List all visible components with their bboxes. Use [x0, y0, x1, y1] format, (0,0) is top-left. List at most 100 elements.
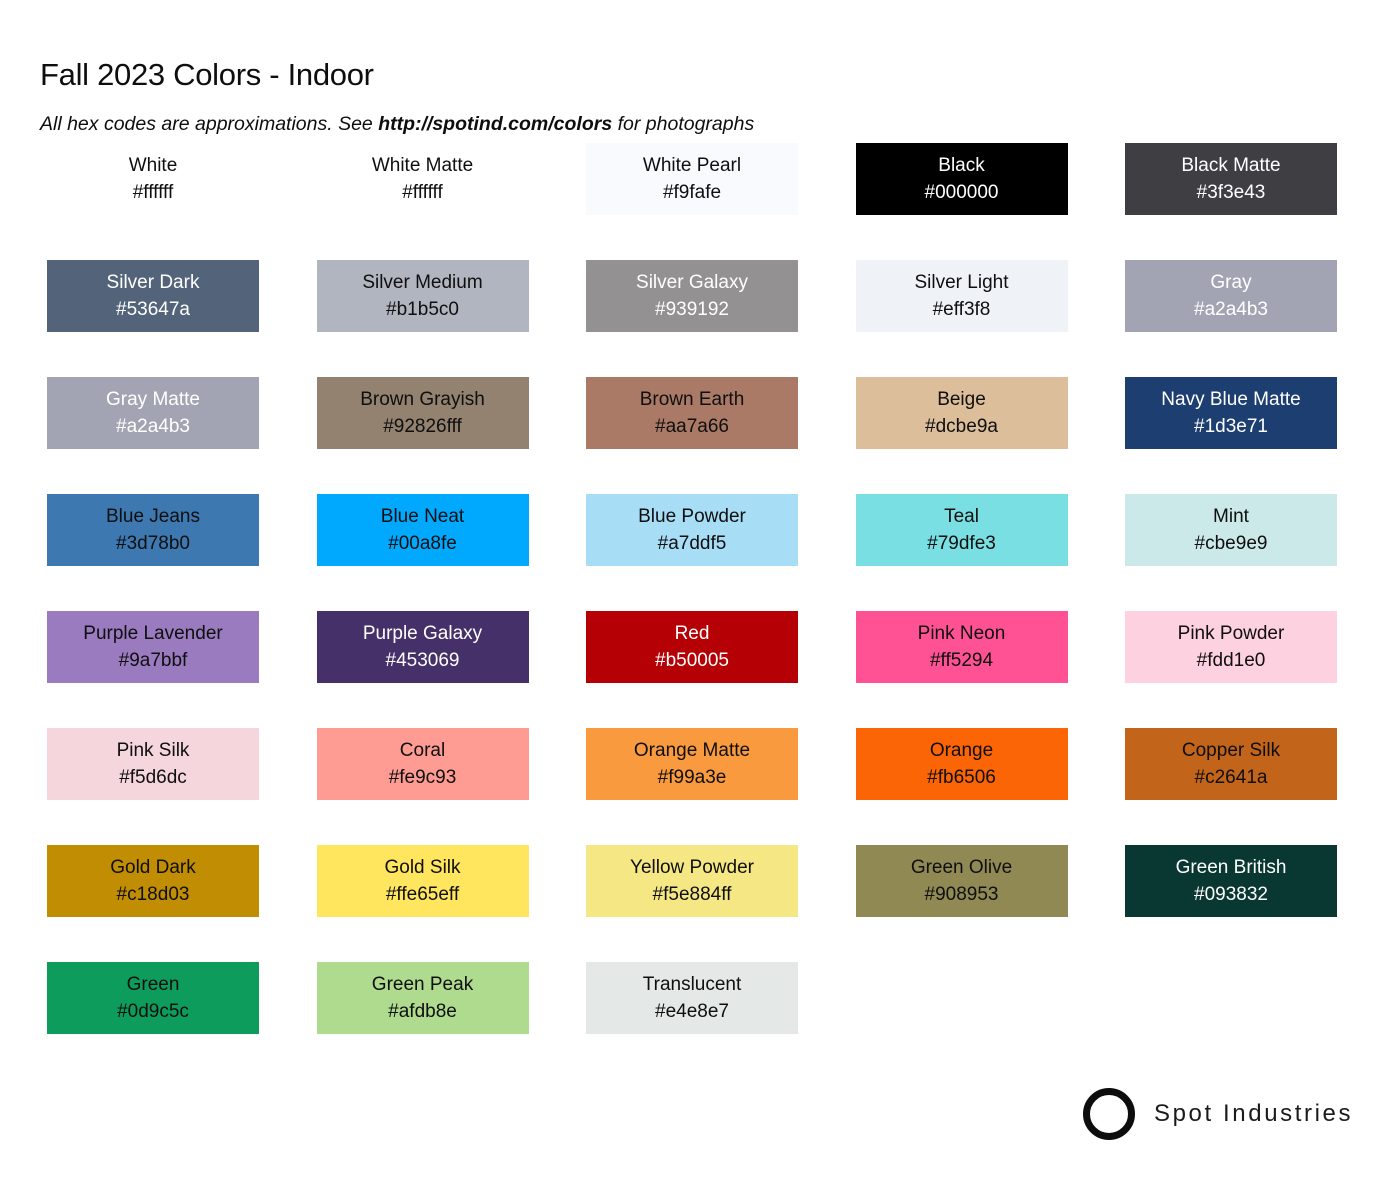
swatch-hex: #dcbe9a: [925, 416, 998, 437]
swatch-purple-lavender: Purple Lavender #9a7bbf: [47, 611, 259, 683]
swatch-beige: Beige #dcbe9a: [855, 377, 1068, 449]
swatch-gray: Gray #a2a4b3: [1125, 260, 1337, 332]
swatch-hex: #53647a: [116, 299, 190, 320]
swatch-hex: #908953: [924, 884, 999, 905]
swatch-hex: #ffffff: [402, 182, 443, 203]
swatch-name: Pink Powder: [1177, 623, 1285, 644]
swatch-gold-dark: Gold Dark #c18d03: [47, 845, 259, 917]
swatch-hex: #ffffff: [132, 182, 174, 203]
page-title: Fall 2023 Colors - Indoor: [40, 56, 374, 92]
swatch-name: Pink Silk: [116, 740, 190, 761]
swatch-yellow-powder: Yellow Powder #f5e884ff: [586, 845, 798, 917]
swatch-name: Pink Neon: [917, 623, 1006, 644]
swatch-orange: Orange #fb6506: [855, 728, 1068, 800]
swatch-name: Beige: [937, 389, 986, 410]
swatch-name: Navy Blue Matte: [1161, 389, 1301, 410]
swatch-name: Green Olive: [910, 857, 1013, 878]
swatch-name: Silver Galaxy: [636, 272, 748, 293]
swatch-name: Brown Grayish: [360, 389, 485, 410]
swatch-hex: #f99a3e: [657, 767, 727, 788]
swatch-hex: #f9fafe: [662, 182, 722, 203]
subtitle-url: http://spotind.com/colors: [378, 112, 613, 135]
swatch-coral: Coral #fe9c93: [316, 728, 529, 800]
swatch-name: Orange Matte: [633, 740, 751, 761]
swatch-name: Silver Light: [914, 272, 1009, 293]
swatch-black-matte: Black Matte #3f3e43: [1125, 143, 1337, 215]
swatch-silver-galaxy: Silver Galaxy #939192: [586, 260, 798, 332]
swatch-green-british: Green British #093832: [1125, 845, 1337, 917]
brand-name: Spot Industries: [1154, 1100, 1354, 1127]
swatch-hex: #1d3e71: [1194, 416, 1268, 437]
swatch-green-peak: Green Peak #afdb8e: [316, 962, 529, 1034]
swatch-name: Black: [938, 155, 985, 176]
swatch-hex: #a2a4b3: [1194, 299, 1268, 320]
swatch-silver-light: Silver Light #eff3f8: [855, 260, 1068, 332]
swatch-navy-blue-matte: Navy Blue Matte #1d3e71: [1125, 377, 1337, 449]
swatch-gray-matte: Gray Matte #a2a4b3: [47, 377, 259, 449]
swatch-teal: Teal #79dfe3: [855, 494, 1068, 566]
swatch-hex: #92826fff: [383, 416, 462, 437]
swatch-name: Coral: [399, 740, 446, 761]
swatch-name: Green Peak: [371, 974, 474, 995]
swatch-name: Black Matte: [1181, 155, 1281, 176]
swatch-name: Brown Earth: [639, 389, 745, 410]
swatch-blue-neat: Blue Neat #00a8fe: [316, 494, 529, 566]
swatch-white-pearl: White Pearl #f9fafe: [586, 143, 798, 215]
swatch-hex: #3d78b0: [116, 533, 190, 554]
swatch-hex: #f5e884ff: [652, 884, 732, 905]
swatch-pink-neon: Pink Neon #ff5294: [855, 611, 1068, 683]
swatch-name: White Pearl: [642, 155, 742, 176]
swatch-hex: #939192: [655, 299, 729, 320]
swatch-name: Blue Neat: [380, 506, 465, 527]
swatch-name: Purple Lavender: [83, 623, 223, 644]
swatch-name: Teal: [944, 506, 979, 527]
swatch-mint: Mint #cbe9e9: [1125, 494, 1337, 566]
swatch-name: White Matte: [371, 155, 474, 176]
swatch-hex: #a2a4b3: [116, 416, 190, 437]
swatch-name: Gold Dark: [110, 857, 196, 878]
swatch-hex: #eff3f8: [932, 299, 991, 320]
swatch-grid: White #ffffff White Matte #ffffff White …: [47, 143, 1337, 1034]
swatch-hex: #afdb8e: [388, 1001, 457, 1022]
swatch-pink-powder: Pink Powder #fdd1e0: [1125, 611, 1337, 683]
swatch-name: Blue Jeans: [105, 506, 200, 527]
swatch-hex: #e4e8e7: [655, 1001, 729, 1022]
swatch-blue-powder: Blue Powder #a7ddf5: [586, 494, 798, 566]
swatch-hex: #ff5294: [929, 650, 994, 671]
swatch-name: Red: [674, 623, 710, 644]
swatch-name: Gold Silk: [384, 857, 461, 878]
swatch-name: Gray Matte: [106, 389, 200, 410]
swatch-name: Purple Galaxy: [362, 623, 483, 644]
swatch-name: White: [128, 155, 178, 176]
swatch-purple-galaxy: Purple Galaxy #453069: [316, 611, 529, 683]
swatch-name: Silver Medium: [362, 272, 483, 293]
swatch-white-matte: White Matte #ffffff: [316, 143, 529, 215]
swatch-hex: #3f3e43: [1196, 182, 1266, 203]
swatch-name: Blue Powder: [638, 506, 746, 527]
swatch-name: Gray: [1210, 272, 1252, 293]
swatch-hex: #093832: [1194, 884, 1268, 905]
swatch-name: Green British: [1175, 857, 1287, 878]
swatch-hex: #0d9c5c: [117, 1001, 189, 1022]
swatch-hex: #cbe9e9: [1194, 533, 1268, 554]
swatch-hex: #aa7a66: [655, 416, 729, 437]
swatch-hex: #453069: [385, 650, 460, 671]
swatch-name: Mint: [1213, 506, 1249, 527]
swatch-hex: #c18d03: [116, 884, 190, 905]
swatch-hex: #9a7bbf: [118, 650, 188, 671]
swatch-hex: #b1b5c0: [386, 299, 459, 320]
swatch-green: Green #0d9c5c: [47, 962, 259, 1034]
swatch-gold-silk: Gold Silk #ffe65eff: [316, 845, 529, 917]
swatch-hex: #00a8fe: [388, 533, 457, 554]
page-subtitle: All hex codes are approximations. See ht…: [40, 113, 754, 136]
swatch-hex: #c2641a: [1194, 767, 1268, 788]
swatch-translucent: Translucent #e4e8e7: [586, 962, 798, 1034]
swatch-brown-earth: Brown Earth #aa7a66: [586, 377, 798, 449]
swatch-hex: #fdd1e0: [1196, 650, 1266, 671]
swatch-hex: #fb6506: [927, 767, 996, 788]
swatch-green-olive: Green Olive #908953: [855, 845, 1068, 917]
swatch-black: Black #000000: [855, 143, 1068, 215]
swatch-copper-silk: Copper Silk #c2641a: [1125, 728, 1337, 800]
swatch-name: Yellow Powder: [630, 857, 754, 878]
brand-footer: Spot Industries: [1083, 1088, 1353, 1140]
